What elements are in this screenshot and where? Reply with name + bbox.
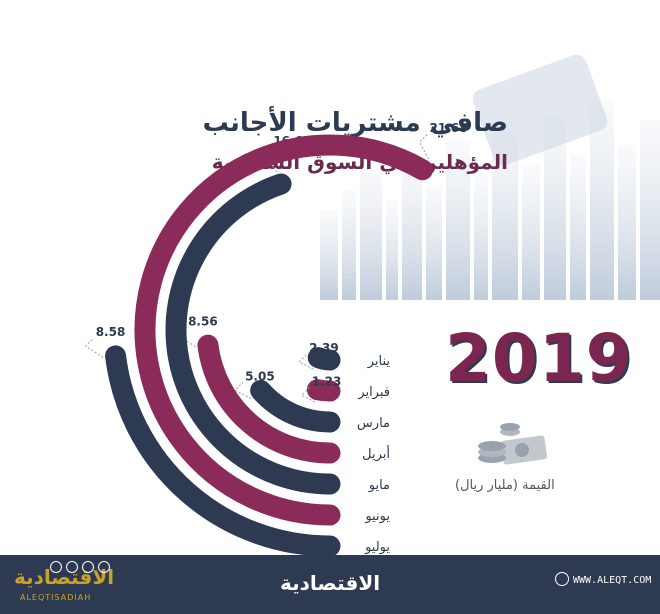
month-label: يونيو [364,509,390,524]
chart-title: صافي مشتريات الأجانب [202,108,508,138]
month-label: مايو [368,478,390,493]
year-label: 2019 [445,320,633,397]
brand-logo-center: الاقتصادية [280,571,381,595]
website-url[interactable]: WWW.ALEQT.COM [573,575,652,586]
bar-arc [165,173,341,495]
month-label: أبريل [362,445,390,462]
bar-arc [306,379,341,402]
month-label: فبراير [357,385,390,400]
legend-unit-label: القيمة (مليار ريال) [455,478,555,493]
month-label: يوليو [364,540,390,555]
facebook-icon[interactable] [66,561,78,573]
value-label: 1.23 [312,374,342,388]
bar-arc [250,379,341,433]
value-leader-line [298,353,314,370]
bar-arc [307,347,341,371]
brand-logo-subtitle: ALEQTISADIAH [20,593,92,602]
bar-arc [134,134,433,526]
instagram-icon[interactable] [50,561,62,573]
value-leader-line [300,386,316,403]
bar-arc [105,345,341,557]
twitter-icon[interactable] [82,561,94,573]
value-label: 8.56 [188,314,218,328]
month-label: مارس [357,416,390,431]
bar-arc [197,334,341,464]
brand-logo-left: الاقتصادية [14,565,115,589]
city-skyline-background [320,54,660,300]
footer-bar: الاقتصادية ALEQTISADIAH الاقتصادية WWW.A… [0,555,660,614]
globe-icon [555,572,569,586]
value-leader-line [234,381,252,400]
coins-money-icon [478,423,548,465]
month-label: يناير [367,354,391,369]
value-label: 5.05 [245,369,275,383]
value-label: 21.68 [430,121,468,135]
value-label: 2.39 [309,341,339,355]
value-leader-line [84,337,104,358]
web-icon[interactable] [98,561,110,573]
value-label: 8.58 [96,325,126,339]
value-leader-line [418,133,430,160]
